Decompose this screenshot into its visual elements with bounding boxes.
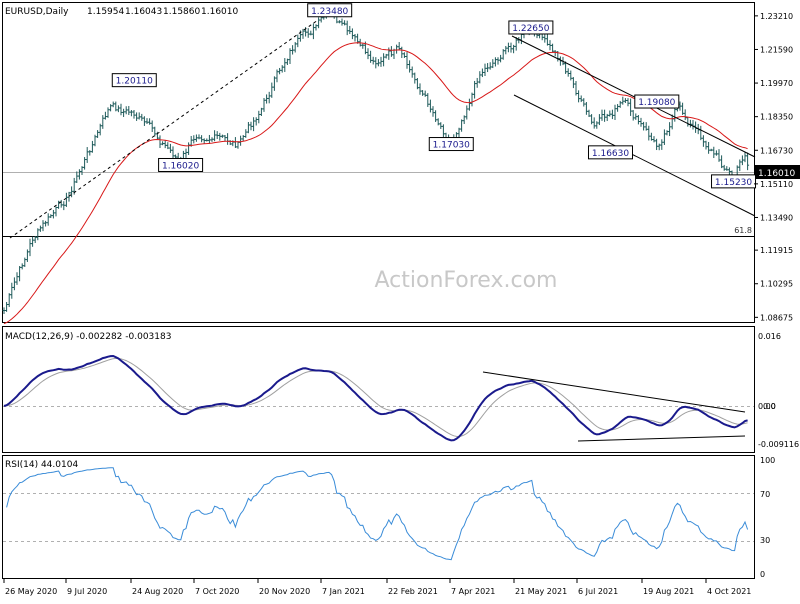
rsi-title: RSI(14) 44.0104 bbox=[5, 460, 78, 470]
price-tick-label: 1.10295 bbox=[760, 280, 793, 289]
time-tick-label: 21 May 2021 bbox=[515, 587, 567, 596]
time-tick-label: 22 Feb 2021 bbox=[388, 587, 438, 596]
price-panel-frame bbox=[2, 2, 755, 323]
current-price-tag-text: 1.16010 bbox=[758, 169, 795, 179]
annotation-label: 1.17030 bbox=[433, 141, 470, 151]
annotation-box bbox=[428, 137, 474, 152]
price-tick-label: 1.15110 bbox=[760, 180, 793, 189]
time-tick-label: 9 Jul 2020 bbox=[67, 587, 107, 596]
price-tick-label: 1.16730 bbox=[760, 146, 793, 155]
macd-main-line bbox=[3, 354, 748, 442]
ohlc-readout-high: 1.16043 bbox=[125, 7, 162, 17]
macd-axis: 0.016 0.000.0 -0.009116 bbox=[758, 332, 799, 449]
time-tick-label: 26 May 2020 bbox=[5, 587, 57, 596]
macd-signal-line bbox=[3, 357, 748, 438]
price-axis: 1.23210 1.21590 1.19970 1.18350 1.16730 1.151… bbox=[754, 12, 793, 322]
annotation-box bbox=[711, 174, 757, 189]
macd-tick-label: 0.0 bbox=[763, 402, 776, 411]
rsi-axis: 100 70 30 0 bbox=[760, 456, 775, 579]
macd-lower-trendline bbox=[577, 435, 746, 442]
annotation-label: 1.16020 bbox=[162, 161, 199, 171]
annotation-label: 1.19080 bbox=[638, 98, 675, 108]
rsi-tick-label: 70 bbox=[760, 490, 770, 499]
annotation-label: 1.22650 bbox=[512, 24, 549, 34]
time-tick-label: 24 Aug 2020 bbox=[132, 587, 183, 596]
rsi-tick-label: 30 bbox=[760, 536, 770, 545]
time-tick-label: 7 Apr 2021 bbox=[451, 587, 495, 596]
annotation-box bbox=[587, 145, 633, 160]
price-annotations: 1.23480 1.20110 1.16020 1.22650 1.17030 1.190… bbox=[111, 3, 757, 189]
price-ohlc-bars bbox=[2, 7, 750, 314]
moving-average-line bbox=[3, 42, 748, 325]
price-chart-title: EURUSD,Daily bbox=[5, 7, 69, 17]
time-tick-label: 20 Nov 2020 bbox=[259, 587, 310, 596]
macd-title: MACD(12,26,9) -0.002282 -0.003183 bbox=[5, 332, 171, 342]
time-tick-label: 4 Oct 2021 bbox=[707, 587, 751, 596]
rsi-line bbox=[6, 467, 749, 561]
rsi-tick-label: 0 bbox=[760, 570, 765, 579]
channel-upper-line bbox=[511, 35, 756, 158]
watermark: ActionForex.com bbox=[375, 268, 558, 293]
macd-upper-trendline bbox=[482, 371, 746, 413]
current-price-tag bbox=[755, 165, 800, 179]
price-tick-label: 1.19970 bbox=[760, 79, 793, 88]
ohlc-readout-open: 1.15954 bbox=[87, 7, 124, 17]
support-trendline bbox=[9, 19, 319, 239]
annotation-box bbox=[158, 157, 204, 172]
annotation-label: 1.16630 bbox=[592, 149, 629, 159]
price-tick-label: 1.21590 bbox=[760, 45, 793, 54]
annotation-label: 1.20110 bbox=[116, 77, 153, 87]
annotation-box bbox=[111, 73, 157, 88]
price-tick-label: 1.13490 bbox=[760, 213, 793, 222]
time-tick-label: 7 Jan 2021 bbox=[322, 587, 365, 596]
annotation-label: 1.23480 bbox=[311, 7, 348, 17]
time-axis: 26 May 2020 9 Jul 2020 24 Aug 2020 7 Oct 20… bbox=[3, 579, 751, 596]
fib-label: 61.8 bbox=[734, 226, 752, 235]
price-tick-label: 1.23210 bbox=[760, 12, 793, 21]
time-tick-label: 6 Jul 2021 bbox=[578, 587, 618, 596]
macd-tick-label: 0.016 bbox=[758, 332, 781, 341]
price-tick-label: 1.11915 bbox=[760, 246, 793, 255]
time-tick-label: 19 Aug 2021 bbox=[643, 587, 694, 596]
ohlc-readout-low: 1.15860 bbox=[163, 7, 200, 17]
channel-lower-line bbox=[513, 94, 756, 217]
ohlc-readout-close: 1.16010 bbox=[201, 7, 238, 17]
macd-tick-label: -0.009116 bbox=[758, 440, 799, 449]
annotation-box bbox=[307, 3, 353, 18]
annotation-box bbox=[634, 94, 680, 109]
rsi-tick-label: 100 bbox=[760, 456, 775, 465]
price-tick-label: 1.18350 bbox=[760, 113, 793, 122]
macd-panel-frame bbox=[2, 326, 755, 453]
annotation-label: 1.15230 bbox=[715, 178, 752, 188]
macd-tick-label: 0.00 bbox=[758, 402, 776, 411]
annotation-box bbox=[508, 20, 554, 35]
time-tick-label: 7 Oct 2020 bbox=[195, 587, 239, 596]
rsi-panel-frame bbox=[2, 455, 755, 579]
price-tick-label: 1.08675 bbox=[760, 313, 793, 322]
